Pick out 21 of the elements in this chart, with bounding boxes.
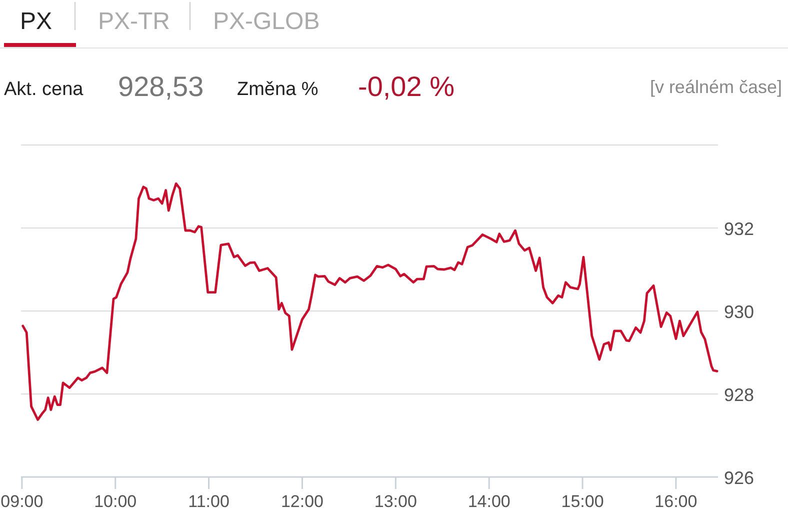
text: 928,53 (118, 71, 204, 102)
y-tick-label: 930 (724, 302, 754, 322)
text: Změna % (237, 79, 318, 100)
x-tick-label: 13:00 (374, 492, 417, 511)
text: PX-TR (98, 8, 170, 35)
x-tick-label: 11:00 (188, 492, 230, 511)
text: PX-GLOB (213, 8, 320, 35)
y-tick-label: 932 (724, 219, 754, 239)
text: -0,02 % (358, 71, 454, 102)
x-tick-label: 10:00 (94, 492, 137, 511)
text: PX (20, 8, 52, 35)
x-tick-label: 09:00 (0, 492, 44, 511)
text: [v reálném čase] (650, 77, 782, 97)
text: Akt. cena (4, 79, 84, 100)
x-tick-label: 15:00 (561, 492, 604, 511)
x-tick-label: 12:00 (280, 492, 324, 511)
y-tick-label: 926 (724, 468, 754, 488)
y-tick-label: 928 (724, 385, 754, 405)
x-tick-label: 16:00 (654, 492, 698, 511)
x-tick-label: 14:00 (468, 492, 510, 511)
line-series (22, 182, 718, 421)
